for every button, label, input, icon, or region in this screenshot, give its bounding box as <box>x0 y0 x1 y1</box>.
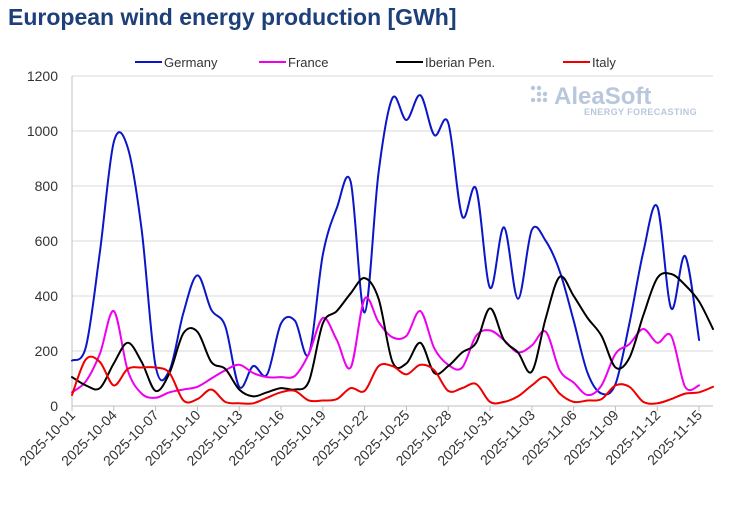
legend-label: Germany <box>164 55 218 70</box>
y-tick-label: 0 <box>50 398 58 414</box>
series-line-italy <box>71 355 714 405</box>
x-axis-ticks: 2025-10-012025-10-042025-10-072025-10-10… <box>16 406 705 469</box>
chart-title: European wind energy production [GWh] <box>8 4 457 30</box>
series-lines <box>71 94 714 405</box>
axes <box>71 76 713 407</box>
legend: Germany France Iberian Pen. Italy <box>135 55 616 70</box>
y-tick-label: 1000 <box>27 123 58 139</box>
legend-item-italy: Italy <box>563 55 616 70</box>
y-tick-label: 400 <box>35 288 59 304</box>
watermark-brand: AleaSoft <box>554 83 651 110</box>
legend-item-germany: Germany <box>135 55 218 70</box>
y-tick-label: 200 <box>35 343 59 359</box>
series-line-germany <box>71 94 701 396</box>
legend-item-iberian-pen: Iberian Pen. <box>396 55 495 70</box>
gridlines <box>72 75 713 407</box>
y-axis-ticks: 0 200 400 600 800 1000 1200 <box>27 68 58 414</box>
y-tick-label: 600 <box>35 233 59 249</box>
legend-item-france: France <box>259 55 328 70</box>
legend-label: Iberian Pen. <box>425 55 495 70</box>
legend-label: France <box>288 55 328 70</box>
watermark-logo: AleaSoft ENERGY FORECASTING <box>530 83 697 117</box>
logo-dots-icon <box>530 85 548 103</box>
watermark-tagline: ENERGY FORECASTING <box>584 107 697 117</box>
legend-label: Italy <box>592 55 616 70</box>
series-line-france <box>71 296 701 399</box>
y-tick-label: 1200 <box>27 68 58 84</box>
series-line-iberian-pen <box>71 272 714 398</box>
y-tick-label: 800 <box>35 178 59 194</box>
